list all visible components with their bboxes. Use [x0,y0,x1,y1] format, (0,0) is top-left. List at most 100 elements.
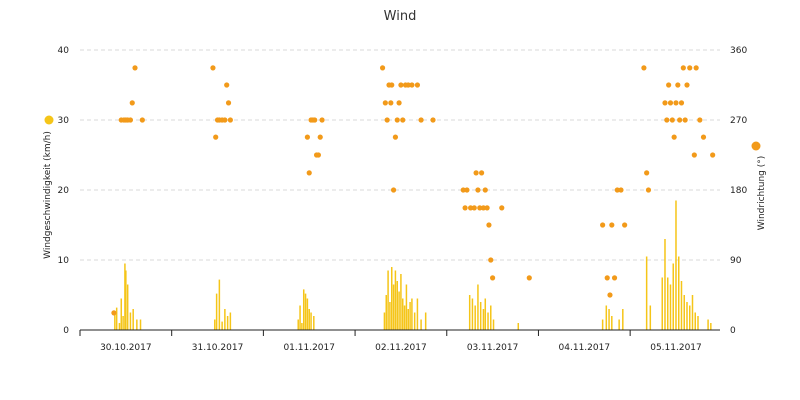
y-left-tick-label: 40 [58,46,70,56]
direction-point [475,187,481,193]
speed-bar [686,302,688,330]
speed-bar [132,309,134,330]
direction-point [673,100,679,106]
speed-bar [306,298,309,330]
speed-bar [601,319,604,330]
y-left-tick-label: 20 [58,186,70,196]
speed-bar [411,298,413,330]
speed-bar [122,316,124,330]
direction-point [224,82,230,88]
speed-bar [492,319,495,330]
y-right-tick-label: 360 [730,46,747,56]
speed-bar [405,284,408,330]
direction-point [306,170,312,176]
speed-bar [390,267,393,330]
direction-point [227,117,233,123]
direction-point [682,117,688,123]
direction-point [304,134,310,140]
direction-point [482,187,488,193]
direction-point [684,82,690,88]
speed-bar [129,312,132,330]
tick-labels: 0 10 20 30 40 0 90 180 270 360 30.10.2017 31.10.201… [58,46,748,353]
direction-point [488,257,494,263]
direction-point [687,65,693,71]
direction-point [225,100,232,106]
speed-bar [618,319,620,330]
direction-point [127,117,134,123]
speed-bar [229,312,232,330]
direction-point [710,152,716,158]
direction-point [618,187,624,193]
y-right-tick-label: 0 [730,326,736,336]
speed-bar [482,309,485,330]
y-right-tick-label: 270 [730,116,747,126]
speed-bar [392,284,395,330]
direction-point [477,205,483,211]
speed-bar [471,298,474,330]
direction-point [210,65,216,71]
speed-bar [474,305,476,330]
grid-layer [80,49,720,261]
direction-point [609,222,615,228]
direction-point [222,117,228,123]
speed-bar [120,298,123,330]
direction-point [468,205,474,211]
direction-point [479,170,485,176]
y-axis-right-title: Windrichtung (°) [757,156,767,231]
speed-bar [389,302,391,330]
direction-point [700,134,707,140]
speed-bar [479,302,482,330]
direction-point [400,117,406,123]
speed-bar [383,312,386,330]
direction-point [664,117,670,123]
direction-point [666,82,672,88]
speed-bar [622,309,624,330]
speed-bar [477,284,479,330]
speed-bar [608,309,610,330]
speed-bar [402,298,404,330]
x-tick-label: 03.11.2017 [467,343,519,353]
direction-point [484,205,490,211]
speed-bar [394,270,397,330]
direction-point [473,170,479,176]
direction-point [213,134,219,140]
direction-point [379,65,386,71]
direction-point [691,152,697,158]
direction-point [678,100,685,106]
speed-bar [313,316,315,330]
speed-bar [672,263,674,330]
speed-bar [118,323,121,330]
speed-bar [697,316,699,330]
speed-bar [215,293,218,330]
direction-point [600,222,606,228]
speed-bar [691,295,694,330]
speed-bar [669,284,672,330]
y-left-tick-label: 30 [58,116,70,126]
y-right-tick-label: 90 [730,256,742,266]
speed-bar [424,312,427,330]
speed-bar [224,309,226,330]
speed-bar [664,239,666,330]
speed-bar [403,305,406,330]
direction-point [418,117,424,123]
direction-point [622,222,628,228]
speed-bar [387,270,389,330]
speed-series-marker [44,115,54,125]
speed-bar [487,312,489,330]
direction-point [611,275,618,281]
speed-bar [413,312,416,330]
speed-bar [688,305,691,330]
direction-point [132,65,138,71]
speed-bar [125,270,127,330]
speed-bar [304,293,307,330]
speed-bar [218,279,221,330]
direction-point [471,205,477,211]
speed-bar [416,298,419,330]
speed-bar [136,319,138,330]
direction-point [490,275,496,281]
speed-bar [605,305,608,330]
speed-bar [517,323,520,330]
speed-bar [694,312,696,330]
direction-point [480,205,487,211]
